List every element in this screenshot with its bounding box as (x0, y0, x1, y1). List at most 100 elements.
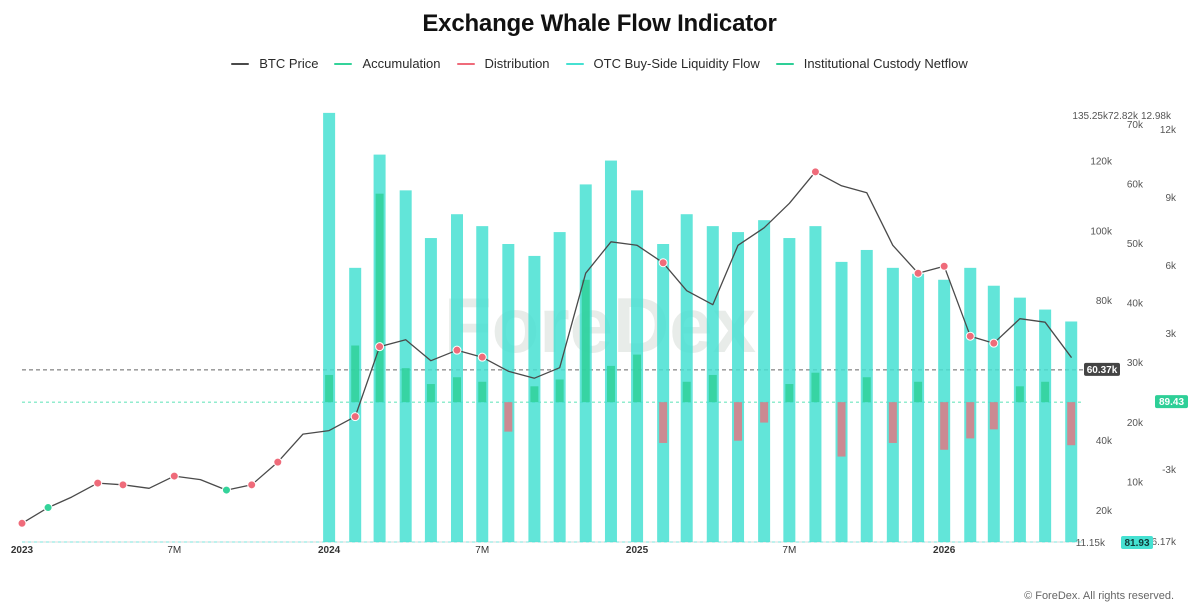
netflow-bar-14 (375, 193, 384, 403)
netflow-bar-27 (708, 374, 717, 403)
legend-item-accumulation: Accumulation (334, 55, 441, 73)
price-tick-label-3: 80k (1096, 296, 1113, 307)
legend-swatch-institutional-custody-netflow (775, 63, 794, 65)
distribution-marker-10 (273, 457, 283, 467)
netflow-bar-20 (530, 386, 539, 403)
netflow-bar-40 (1041, 381, 1050, 403)
otc-bar-35 (912, 273, 925, 542)
netflow-tick-label-1: -3k (1162, 465, 1177, 476)
distribution-marker-4 (118, 480, 128, 490)
netflow-bar-41 (1067, 402, 1076, 446)
otc-badge-text: 81.93 (1124, 538, 1149, 549)
netflow-bar-39 (1015, 386, 1024, 403)
distribution-marker-36 (939, 261, 949, 271)
netflow-bar-26 (682, 381, 691, 403)
legend-label-distribution: Distribution (484, 56, 550, 71)
accumulation-marker-1 (43, 503, 53, 513)
price-tick-label-1: 40k (1096, 436, 1113, 447)
distribution-marker-13 (350, 412, 360, 422)
distribution-marker-3 (93, 478, 103, 488)
x-tick-label-3: 7M (475, 545, 489, 556)
netflow-bar-35 (914, 381, 923, 403)
legend-label-accumulation: Accumulation (362, 56, 441, 71)
legend-label-otc-buy-side-liquidity-flow: OTC Buy-Side Liquidity Flow (593, 56, 760, 71)
chart-legend: BTC Price Accumulation Distribution OTC … (0, 55, 1199, 73)
otc-bar-26 (680, 214, 693, 542)
otc-bar-28 (732, 232, 745, 542)
otc-bar-19 (502, 244, 515, 542)
netflow-tick-label-4: 6k (1165, 261, 1177, 272)
netflow-bar-28 (734, 402, 743, 441)
otc-tick-label-0: 10k (1127, 477, 1144, 488)
distribution-marker-0 (17, 518, 27, 528)
netflow-bar-12 (325, 374, 334, 403)
distribution-marker-35 (913, 268, 923, 278)
distribution-marker-6 (169, 471, 179, 481)
chart-title: Exchange Whale Flow Indicator (422, 10, 777, 37)
otc-bar-39 (1013, 297, 1026, 542)
netflow-bar-32 (837, 402, 846, 457)
netflow-bar-15 (401, 368, 410, 403)
distribution-marker-18 (477, 352, 487, 362)
x-tick-label-2: 2024 (318, 545, 341, 556)
price-badge-text: 60.37k (1087, 365, 1118, 376)
accumulation-marker-8 (221, 485, 231, 495)
netflow-tick-label-6: 12k (1160, 125, 1177, 136)
distribution-marker-17 (452, 345, 462, 355)
otc-bar-12 (323, 112, 336, 542)
x-tick-label-1: 7M (167, 545, 181, 556)
legend-swatch-btc-price (231, 63, 250, 65)
otc-tick-label-3: 40k (1127, 299, 1144, 310)
otc-bar-15 (399, 190, 412, 542)
otc-bar-29 (758, 220, 771, 542)
distribution-marker-9 (247, 480, 257, 490)
otc-tick-label-1: 20k (1127, 418, 1144, 429)
x-tick-label-4: 2025 (626, 545, 649, 556)
price-badge-bg (1084, 362, 1120, 376)
x-tick-label-0: 2023 (11, 545, 34, 556)
netflow-tick-label-5: 9k (1165, 193, 1177, 204)
otc-tick-label-5: 60k (1127, 179, 1144, 190)
scale-label-1: 72.82k (1108, 111, 1139, 122)
otc-tick-label-4: 50k (1127, 239, 1144, 250)
netflow-badge-bg (1155, 395, 1188, 409)
distribution-marker-37 (965, 331, 975, 341)
netflow-bar-18 (478, 381, 487, 403)
x-tick-label-6: 2026 (933, 545, 956, 556)
price-tick-label-0: 20k (1096, 506, 1113, 517)
otc-bar-23 (604, 160, 617, 542)
netflow-bar-37 (966, 402, 975, 439)
netflow-bar-21 (555, 379, 564, 403)
netflow-bar-38 (989, 402, 998, 430)
scale-label-3: 11.15k (1076, 538, 1106, 549)
otc-badge-bg (1121, 536, 1153, 549)
otc-bar-25 (657, 244, 670, 542)
netflow-bar-16 (426, 384, 435, 403)
netflow-bar-30 (785, 384, 794, 403)
scale-label-0: 135.25k (1072, 111, 1109, 122)
legend-swatch-distribution (456, 63, 475, 65)
netflow-tick-label-3: 3k (1165, 329, 1177, 340)
netflow-bar-33 (862, 377, 871, 403)
netflow-bar-29 (760, 402, 769, 423)
legend-swatch-accumulation (334, 63, 353, 65)
otc-bar-32 (835, 261, 848, 542)
netflow-bar-31 (811, 372, 820, 403)
netflow-bar-36 (940, 402, 949, 450)
otc-tick-label-6: 70k (1127, 120, 1144, 131)
watermark-text: ForeDex (444, 281, 756, 369)
distribution-marker-25 (658, 258, 668, 268)
netflow-bar-24 (633, 354, 642, 403)
legend-label-institutional-custody-netflow: Institutional Custody Netflow (803, 56, 968, 71)
scale-label-2: 12.98k (1141, 111, 1172, 122)
otc-bar-13 (349, 267, 362, 542)
legend-item-institutional-custody-netflow: Institutional Custody Netflow (775, 55, 968, 73)
distribution-marker-14 (375, 342, 385, 352)
legend-swatch-otc-buy-side-liquidity-flow (565, 63, 584, 65)
netflow-bar-13 (351, 345, 360, 403)
legend-item-distribution: Distribution (456, 55, 550, 73)
legend-item-btc-price: BTC Price (231, 55, 318, 73)
netflow-bar-34 (888, 402, 897, 443)
x-tick-label-5: 7M (782, 545, 796, 556)
